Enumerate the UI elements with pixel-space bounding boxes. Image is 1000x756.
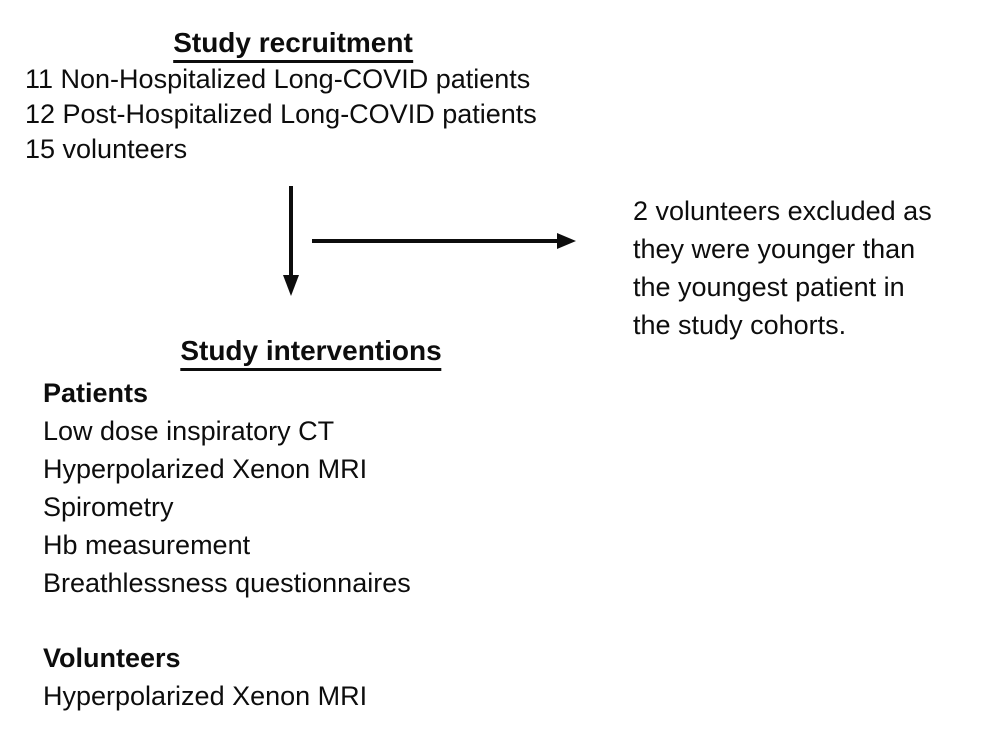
recruitment-lines: 11 Non-Hospitalized Long-COVID patients … bbox=[25, 62, 537, 167]
exclusion-line: 2 volunteers excluded as bbox=[633, 196, 932, 226]
recruitment-line: 11 Non-Hospitalized Long-COVID patients bbox=[25, 64, 531, 94]
recruitment-line: 12 Post-Hospitalized Long-COVID patients bbox=[25, 99, 537, 129]
volunteers-label: Volunteers bbox=[43, 643, 181, 673]
recruitment-line: 15 volunteers bbox=[25, 134, 188, 164]
volunteers-interventions: Volunteers Hyperpolarized Xenon MRI bbox=[43, 639, 367, 715]
patients-label: Patients bbox=[43, 378, 149, 408]
interventions-heading: Study interventions bbox=[180, 336, 442, 371]
recruitment-heading: Study recruitment bbox=[173, 28, 413, 63]
intervention-item: Hyperpolarized Xenon MRI bbox=[43, 454, 368, 484]
right-arrow bbox=[312, 233, 576, 249]
exclusion-line: the study cohorts. bbox=[633, 310, 847, 340]
down-arrow bbox=[283, 186, 299, 296]
intervention-item: Spirometry bbox=[43, 492, 174, 522]
exclusion-line: the youngest patient in bbox=[633, 272, 905, 302]
intervention-item: Hb measurement bbox=[43, 530, 251, 560]
exclusion-note: 2 volunteers excluded as they were young… bbox=[633, 192, 932, 344]
exclusion-line: they were younger than bbox=[633, 234, 916, 264]
intervention-item: Low dose inspiratory CT bbox=[43, 416, 335, 446]
intervention-item: Hyperpolarized Xenon MRI bbox=[43, 681, 368, 711]
patients-interventions: Patients Low dose inspiratory CT Hyperpo… bbox=[43, 374, 411, 602]
intervention-item: Breathlessness questionnaires bbox=[43, 568, 411, 598]
